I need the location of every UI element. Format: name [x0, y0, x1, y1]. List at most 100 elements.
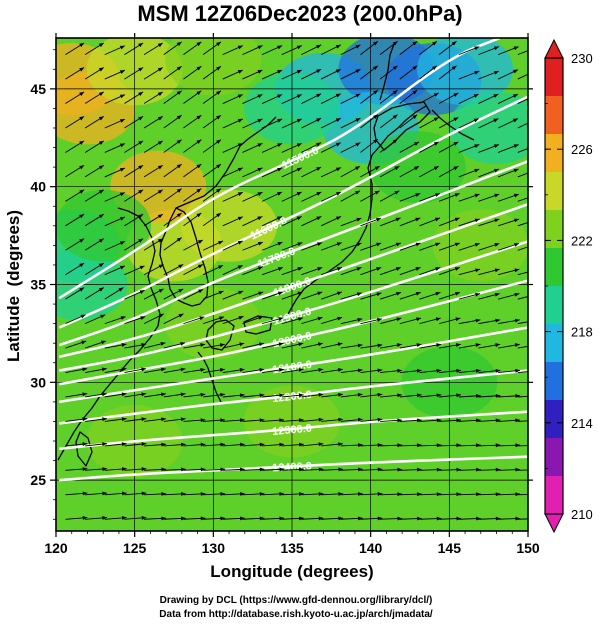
wind-vector-head	[415, 242, 421, 247]
wind-vector-head	[357, 368, 363, 373]
colorbar-extend-min	[544, 513, 564, 534]
wind-vector-head	[476, 418, 481, 423]
wind-vector-head	[219, 316, 225, 321]
wind-vector-head	[158, 313, 164, 318]
wind-vector-head	[436, 492, 442, 497]
wind-vector-head	[216, 66, 222, 71]
wind-vector-head	[160, 341, 166, 346]
wind-vector-head	[373, 90, 378, 95]
wind-vector-head	[415, 217, 421, 222]
x-tick-label: 130	[202, 540, 226, 556]
wind-vector-head	[474, 218, 480, 223]
wind-vector-head	[198, 289, 204, 294]
wind-vector-head	[515, 492, 521, 497]
wind-vector-head	[220, 418, 226, 423]
wind-vector-head	[101, 367, 107, 372]
wind-vector-head	[277, 45, 283, 50]
wind-vector-head	[396, 291, 402, 296]
wind-vector-head	[157, 165, 163, 170]
wind-vector-head	[161, 392, 166, 397]
wind-vector-head	[394, 190, 400, 195]
wind-vector-head	[473, 94, 479, 98]
wind-vector-head	[397, 467, 403, 472]
wind-vector-head	[494, 193, 500, 198]
wind-vector-head	[161, 417, 166, 422]
wind-vector-head	[434, 193, 440, 197]
wind-vector-head	[277, 192, 283, 196]
wind-vector-head	[82, 367, 88, 372]
wind-vector-head	[494, 243, 500, 247]
wind-vector-head	[318, 516, 324, 521]
wind-vector-head	[417, 492, 422, 497]
wind-vector-head	[79, 91, 85, 97]
wind-vector-head	[279, 516, 285, 521]
coastline-shikoku	[243, 315, 273, 335]
wind-vector-head	[373, 65, 378, 71]
wind-vector-head	[495, 343, 501, 348]
wind-vector-head	[298, 442, 304, 447]
wind-vector-head	[535, 468, 540, 472]
wind-vector-head	[138, 67, 144, 72]
x-tick-label: 125	[123, 540, 147, 556]
contour-line	[58, 279, 528, 386]
wind-vector-head	[392, 114, 398, 119]
wind-vector-head	[279, 368, 284, 372]
wind-vector-head	[336, 167, 342, 172]
wind-vector-head	[98, 287, 104, 292]
wind-vector-head	[79, 263, 85, 268]
wind-vector-head	[257, 266, 263, 271]
contour-line	[58, 369, 528, 425]
wind-vector-head	[355, 69, 361, 74]
wind-vector-head	[373, 114, 378, 119]
wind-vector-head	[475, 343, 481, 348]
wind-vector-head	[318, 368, 324, 372]
wind-vector-head	[456, 443, 462, 448]
wind-vector-head	[220, 368, 225, 372]
wind-vector-head	[377, 417, 383, 422]
wind-vector-head	[176, 188, 182, 193]
wind-vector-head	[102, 467, 108, 471]
wind-vector-head	[535, 319, 540, 323]
wind-vector-head	[296, 70, 302, 74]
wind-vector-head	[454, 242, 460, 247]
wind-vector-head	[476, 393, 481, 398]
wind-vector-head	[216, 164, 222, 169]
wind-vector-head	[259, 368, 265, 372]
wind-vector-head	[237, 167, 243, 172]
wind-vector-head	[119, 119, 125, 123]
wind-vector-head	[79, 140, 85, 145]
wind-vector	[517, 296, 528, 300]
wind-vector-head	[176, 41, 182, 47]
wind-vector-head	[79, 165, 85, 170]
wind-vector-head	[138, 214, 144, 219]
wind-vector-head	[318, 392, 324, 397]
wind-vector-head	[237, 240, 243, 245]
wind-vector-head	[121, 491, 127, 496]
wind-vector-head	[336, 242, 342, 247]
colorbar-tick-label: 230	[571, 51, 593, 66]
wind-vector-head	[514, 343, 520, 348]
wind-vector-head	[157, 140, 163, 145]
wind-vector-head	[176, 139, 182, 144]
wind-vector-head	[141, 417, 147, 422]
wind-vector-head	[358, 491, 363, 496]
wind-vector-head	[515, 368, 520, 373]
wind-vector-head	[533, 144, 538, 148]
coastline-kyushu	[205, 319, 235, 351]
wind-vector-head	[178, 313, 184, 318]
wind-vector-head	[377, 516, 383, 521]
colorbar: 210 214 218 222 226 230	[544, 38, 593, 534]
wind-vector-head	[374, 190, 380, 195]
y-tick-label: 30	[30, 374, 46, 390]
wind-vector-head	[474, 193, 480, 198]
wind-vector-head	[493, 46, 499, 51]
wind-vector-head	[335, 142, 341, 147]
wind-vector-head	[278, 317, 284, 321]
x-tick-label: 135	[280, 540, 304, 556]
wind-vector-head	[395, 217, 401, 222]
wind-vector-head	[377, 368, 383, 373]
contour-line	[58, 160, 528, 347]
wind-vector-head	[139, 265, 145, 270]
wind-vector-head	[474, 243, 480, 247]
wind-vector-head	[513, 118, 518, 123]
